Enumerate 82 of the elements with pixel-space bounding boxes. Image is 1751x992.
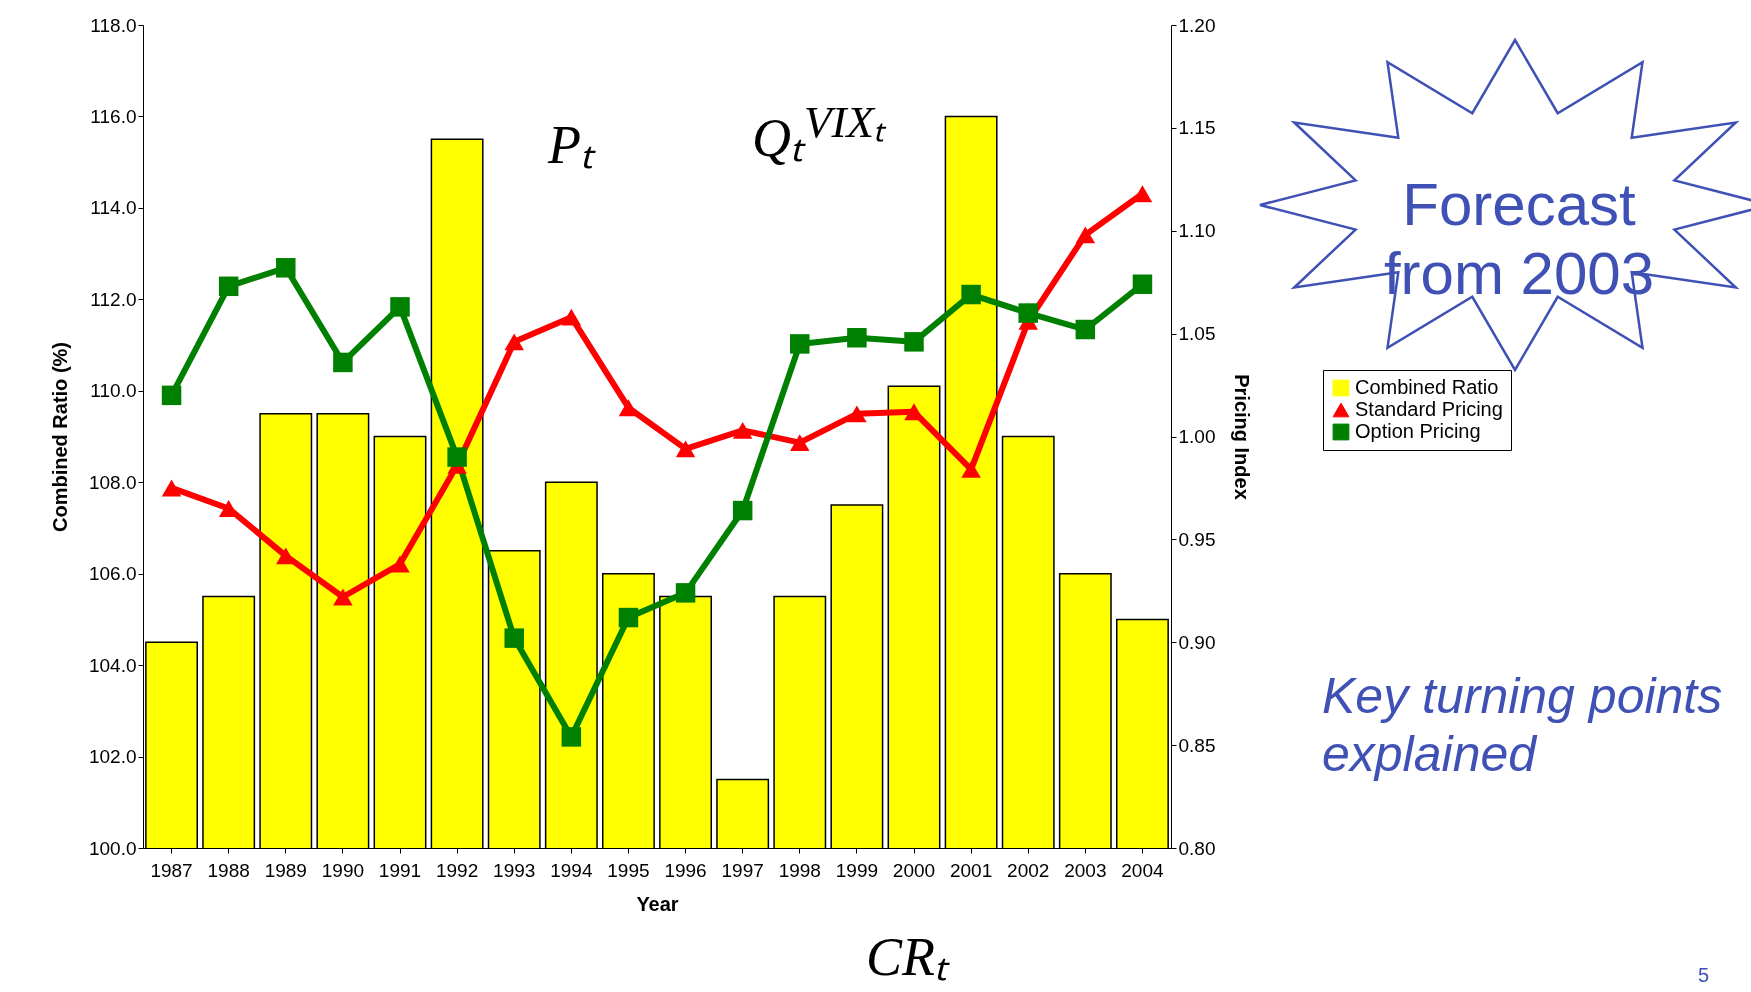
y2-tick-label: 0.80 [1178,837,1216,859]
y2-tick-label: 1.20 [1178,14,1216,36]
y-tick-label: 106.0 [88,563,137,585]
point [904,403,924,421]
y-tick-label: 102.0 [88,746,137,768]
x-tick-label: 2004 [1121,859,1164,881]
y2-tick-label: 1.00 [1178,426,1216,447]
y2-tick-label: 1.15 [1178,117,1216,139]
y2-tick-label: 0.85 [1178,734,1216,756]
x-tick-label: 2003 [1064,859,1107,881]
point [1018,303,1038,323]
text: CRₜ [866,927,949,987]
point [390,555,410,573]
legend-label: Option Pricing [1355,420,1481,442]
legend-label: Standard Pricing [1355,398,1503,420]
text: Key turning points explained [1322,668,1724,783]
point [504,333,524,351]
point [390,297,410,317]
point [847,327,867,348]
x-tick-label: 1994 [550,859,593,881]
y2-tick-label: 1.10 [1178,220,1216,242]
x-tick-label: 1987 [150,859,193,881]
text: Forecast from 2003 [1382,170,1656,308]
y-tick-label: 110.0 [90,380,137,402]
point [675,440,696,458]
x-tick-label: 1992 [435,859,479,881]
point [961,460,981,478]
point [675,583,696,603]
x-tick-label: 2002 [1007,859,1050,881]
point [1132,185,1153,203]
point [561,308,582,326]
annotation: Qₜ$^{VIXₜ}$ [752,97,885,168]
point [276,258,296,278]
point [618,607,639,628]
point [561,727,582,747]
point [732,500,753,521]
x-tick-label: 2000 [892,859,936,881]
x-tick-label: 1990 [321,859,365,881]
y-axis-title: Combined Ratio (%) [48,342,71,532]
y-tick-label: 108.0 [88,471,137,493]
annotation: Pₜ [548,115,594,175]
y2-tick-label: 0.90 [1178,631,1216,653]
x-tick-label: 2001 [949,859,993,881]
point [504,628,524,648]
y-tick-label: 112.0 [90,288,137,310]
x-tick-label: 1996 [664,859,707,881]
x-tick-label: 1995 [607,859,650,881]
x-tick-label: 1999 [835,859,879,881]
x-tick-label: 1993 [493,859,536,881]
point [732,421,753,439]
y-tick-label: 118.0 [90,14,137,36]
legend-label: Combined Ratio [1355,376,1499,398]
point [847,405,867,423]
point [218,276,239,297]
x-tick-label: 1991 [378,859,422,881]
point [790,334,810,354]
point [161,479,182,497]
point [276,547,296,565]
x-tick-label: 1988 [207,859,250,881]
x-tick-label: 1998 [778,859,821,881]
point [1132,274,1153,294]
x-tick-label: 1989 [264,859,307,881]
y2-tick-label: 0.95 [1178,528,1216,550]
point [790,434,810,452]
point [161,385,182,406]
point [618,399,639,417]
text: 5 [1698,964,1710,986]
y-tick-label: 116.0 [90,105,137,127]
y-tick-label: 100.0 [88,837,137,859]
point [1075,226,1096,244]
point [904,332,924,352]
x-tick-label: 1997 [721,859,764,881]
point [447,447,467,467]
point [333,352,353,373]
point [961,284,981,305]
y2-tick-label: 1.05 [1178,323,1216,345]
point [1075,319,1096,340]
y2-axis-title: Pricing Index [1231,374,1254,500]
y-tick-label: 104.0 [88,654,137,676]
point [333,588,353,606]
y-tick-label: 114.0 [90,197,137,219]
x-axis-title: Year [636,892,679,915]
